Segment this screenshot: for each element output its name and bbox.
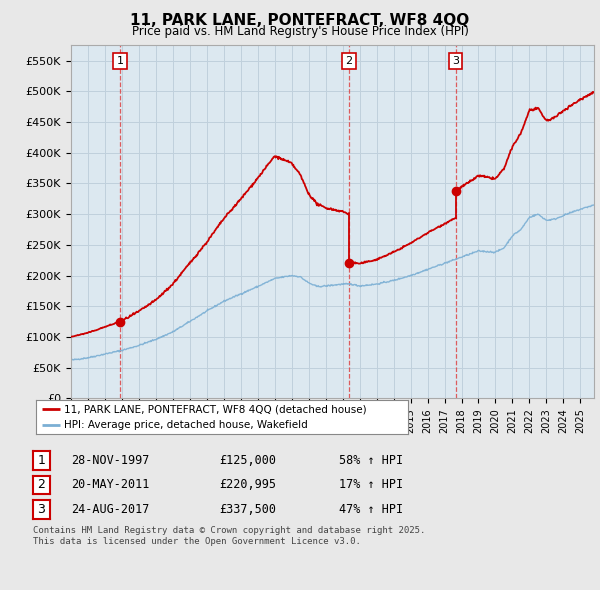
Text: 1: 1 (117, 56, 124, 66)
Text: 47% ↑ HPI: 47% ↑ HPI (339, 503, 403, 516)
Text: Contains HM Land Registry data © Crown copyright and database right 2025.
This d: Contains HM Land Registry data © Crown c… (33, 526, 425, 546)
Text: 11, PARK LANE, PONTEFRACT, WF8 4QQ (detached house): 11, PARK LANE, PONTEFRACT, WF8 4QQ (deta… (64, 404, 367, 414)
Text: 17% ↑ HPI: 17% ↑ HPI (339, 478, 403, 491)
Text: 20-MAY-2011: 20-MAY-2011 (71, 478, 149, 491)
Text: 2: 2 (37, 478, 46, 491)
Text: 2: 2 (346, 56, 353, 66)
Text: £337,500: £337,500 (219, 503, 276, 516)
Text: HPI: Average price, detached house, Wakefield: HPI: Average price, detached house, Wake… (64, 420, 308, 430)
Text: £125,000: £125,000 (219, 454, 276, 467)
Text: 1: 1 (37, 454, 46, 467)
Text: 28-NOV-1997: 28-NOV-1997 (71, 454, 149, 467)
Text: 58% ↑ HPI: 58% ↑ HPI (339, 454, 403, 467)
Text: £220,995: £220,995 (219, 478, 276, 491)
Text: Price paid vs. HM Land Registry's House Price Index (HPI): Price paid vs. HM Land Registry's House … (131, 25, 469, 38)
Text: 3: 3 (452, 56, 459, 66)
Text: 11, PARK LANE, PONTEFRACT, WF8 4QQ: 11, PARK LANE, PONTEFRACT, WF8 4QQ (130, 13, 470, 28)
Text: 24-AUG-2017: 24-AUG-2017 (71, 503, 149, 516)
Text: 3: 3 (37, 503, 46, 516)
